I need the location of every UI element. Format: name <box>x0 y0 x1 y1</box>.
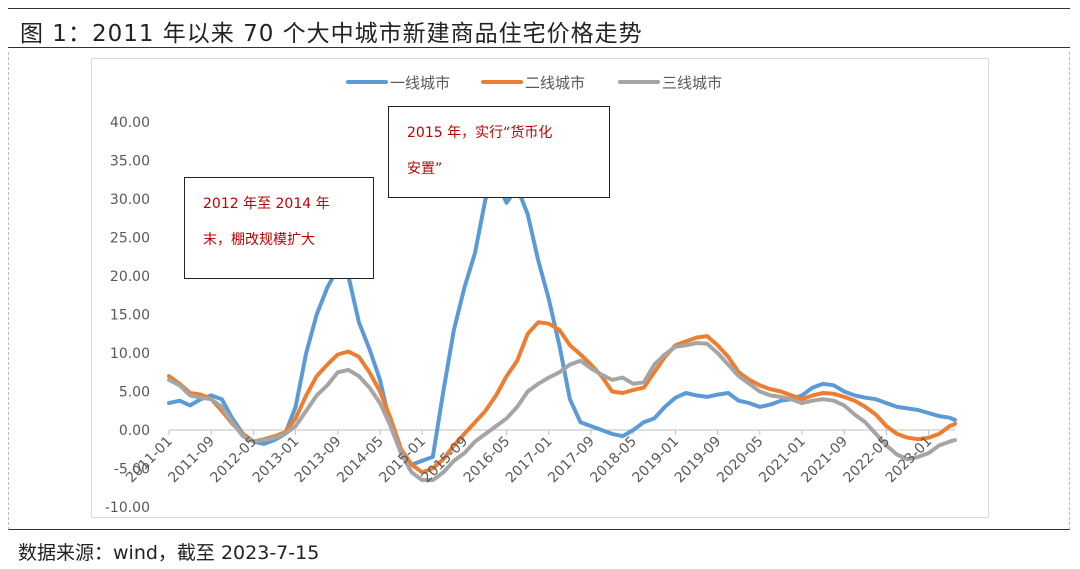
x-axis-tick-labels: 2011-012011-092012-052013-012013-092014-… <box>123 434 935 487</box>
annotation-2-line2: 安置” <box>407 161 443 177</box>
y-tick-label: 20.00 <box>110 269 150 285</box>
y-tick-label: 15.00 <box>110 308 150 324</box>
annotation-1-line2: 末，棚改规模扩大 <box>203 232 315 248</box>
x-axis-tick-marks <box>168 430 930 435</box>
y-tick-label: 35.00 <box>110 154 150 170</box>
series-line-二线城市 <box>167 320 957 475</box>
annotation-1-line1: 2012 年至 2014 年 <box>203 196 330 212</box>
series-lines <box>167 177 957 483</box>
annotation-2-line1: 2015 年，实行“货币化 <box>407 125 553 141</box>
legend-label: 三线城市 <box>662 74 722 92</box>
y-tick-label: 25.00 <box>110 231 150 247</box>
annotation-box-monetization: 2015 年，实行“货币化 安置” <box>388 106 610 198</box>
figure-title: 图 1：2011 年以来 70 个大中城市新建商品住宅价格走势 <box>20 21 643 47</box>
legend-label: 二线城市 <box>525 74 585 92</box>
x-tick-label: 2023-01 <box>883 434 936 487</box>
y-tick-label: -5.00 <box>114 462 150 478</box>
y-tick-label: 40.00 <box>110 115 150 131</box>
source-note: 数据来源：wind，截至 2023-7-15 <box>18 542 320 564</box>
y-tick-label: 10.00 <box>110 346 150 362</box>
plot-area-border <box>91 58 989 518</box>
legend-label: 一线城市 <box>390 74 450 92</box>
chart-frame <box>8 52 1070 530</box>
legend: 一线城市 二线城市 三线城市 <box>346 74 722 92</box>
series-line-三线城市 <box>167 341 957 483</box>
y-tick-label: 30.00 <box>110 192 150 208</box>
y-tick-label: -10.00 <box>105 500 150 516</box>
figure-title-bar: 图 1：2011 年以来 70 个大中城市新建商品住宅价格走势 <box>8 8 1070 48</box>
y-tick-label: 5.00 <box>119 385 150 401</box>
y-tick-label: 0.00 <box>119 423 150 439</box>
annotation-box-shantytown: 2012 年至 2014 年 末，棚改规模扩大 <box>184 177 374 279</box>
series-line-一线城市 <box>167 177 957 467</box>
y-axis-ticks: -10.00 -5.00 0.00 5.00 10.00 15.00 20.00 25.00 3… <box>105 115 150 516</box>
